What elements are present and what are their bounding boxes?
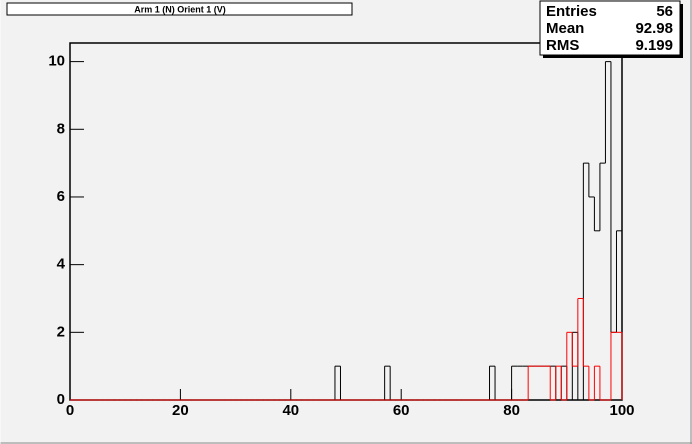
- y-tick-label: 4: [57, 256, 66, 273]
- x-tick-label: 60: [393, 402, 410, 419]
- x-tick-label: 0: [66, 402, 74, 419]
- stat-label: RMS: [546, 37, 579, 54]
- y-tick-label: 8: [57, 120, 65, 137]
- x-tick-label: 80: [503, 402, 520, 419]
- x-tick-label: 100: [609, 402, 634, 419]
- stat-value: 92.98: [635, 20, 673, 37]
- stats-box: [539, 0, 681, 56]
- y-tick-label: 6: [57, 188, 65, 205]
- title-box: [6, 2, 353, 16]
- x-tick-label: 20: [172, 402, 189, 419]
- stats: Entries 56 Mean 92.98 RMS 9.199: [546, 3, 673, 54]
- stat-label: Mean: [546, 20, 584, 37]
- title: Arm 1 (N) Orient 1 (V): [134, 4, 226, 14]
- frame: [69, 42, 623, 401]
- y-tick-label: 0: [57, 391, 65, 408]
- y-tick-label: 2: [57, 323, 65, 340]
- y-tick-label: 10: [48, 53, 65, 70]
- stat-value: 56: [656, 3, 673, 20]
- stat-value: 9.199: [635, 37, 673, 54]
- x-tick-label: 40: [282, 402, 299, 419]
- stat-label: Entries: [546, 3, 597, 20]
